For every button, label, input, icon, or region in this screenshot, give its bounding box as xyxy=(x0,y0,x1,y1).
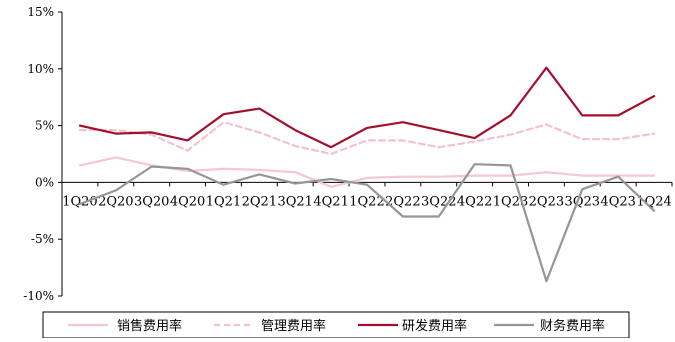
x-tick-label: 2Q23 xyxy=(529,194,564,209)
x-tick-label: 2Q22 xyxy=(385,194,420,209)
y-tick-label: 0% xyxy=(35,175,54,189)
x-tick-label: 4Q22 xyxy=(457,194,492,209)
x-tick-label: 1Q24 xyxy=(636,194,671,209)
legend-label-1: 销售费用率 xyxy=(117,318,182,334)
legend-label-3: 研发费用率 xyxy=(402,318,467,334)
y-tick-label: -5% xyxy=(31,232,54,246)
y-tick-label: 5% xyxy=(35,119,54,133)
series-line-4 xyxy=(80,164,654,281)
x-tick-label: 3Q21 xyxy=(277,194,312,209)
series-line-3 xyxy=(80,68,654,148)
x-tick-label: 4Q20 xyxy=(170,194,205,209)
x-tick-label: 3Q20 xyxy=(134,194,169,209)
y-axis: -10% -5% 0% 5% 10% 15% xyxy=(23,5,62,303)
legend-label-2: 管理费用率 xyxy=(261,318,326,334)
y-tick-label: 15% xyxy=(27,5,54,19)
x-tick-label: 1Q20 xyxy=(62,194,97,209)
legend-label-4: 财务费用率 xyxy=(540,318,605,334)
x-tick-label: 1Q21 xyxy=(206,194,241,209)
x-tick-label: 2Q20 xyxy=(98,194,133,209)
x-tick-label: 3Q23 xyxy=(565,194,600,209)
y-tick-label: -10% xyxy=(23,289,54,303)
x-tick-label: 4Q23 xyxy=(600,194,635,209)
y-tick-label: 10% xyxy=(27,62,54,76)
legend: 销售费用率 管理费用率 研发费用率 财务费用率 xyxy=(43,312,629,338)
series-lines xyxy=(80,68,654,282)
x-tick-label: 4Q21 xyxy=(313,194,348,209)
x-tick-label: 2Q21 xyxy=(242,194,277,209)
